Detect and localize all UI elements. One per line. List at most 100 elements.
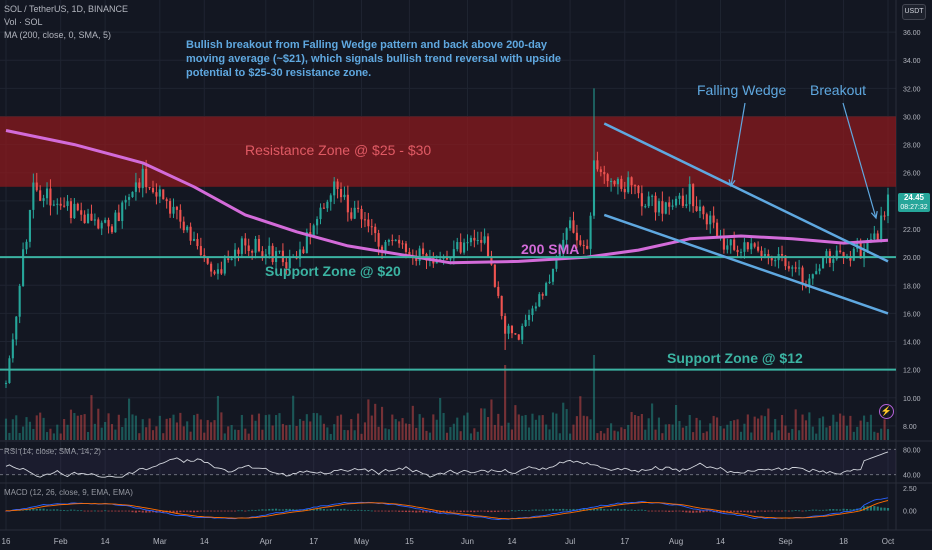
- candle: [883, 215, 886, 217]
- volume-bar: [493, 424, 496, 440]
- ma-legend[interactable]: MA (200, close, 0, SMA, 5): [4, 30, 112, 40]
- volume-bar: [233, 429, 237, 440]
- volume-bar: [651, 403, 654, 440]
- candle: [319, 207, 322, 220]
- candle: [818, 268, 821, 272]
- macd-histogram-bar: [418, 510, 421, 513]
- macd-histogram-bar: [524, 510, 527, 511]
- macd-histogram-bar: [592, 509, 596, 511]
- volume-bar: [418, 414, 421, 440]
- macd-histogram-bar: [138, 510, 141, 512]
- volume-bar: [295, 425, 298, 440]
- macd-histogram-bar: [692, 510, 695, 513]
- macd-histogram-bar: [664, 510, 667, 512]
- volume-bar: [746, 414, 749, 440]
- candle: [688, 184, 691, 205]
- macd-histogram-bar: [671, 510, 674, 512]
- x-tick-label: 14: [200, 537, 209, 546]
- macd-histogram-bar: [114, 510, 117, 512]
- macd-histogram-bar: [852, 509, 855, 511]
- macd-histogram-bar: [555, 509, 558, 511]
- candle: [52, 204, 55, 206]
- volume-bar: [449, 427, 452, 440]
- volume-bar: [8, 432, 11, 440]
- volume-bar: [422, 417, 425, 440]
- volume-bar: [733, 420, 736, 440]
- y-tick-label: 30.00: [903, 114, 921, 121]
- candle: [760, 250, 763, 256]
- candle: [534, 306, 537, 309]
- currency-button[interactable]: USDT: [902, 4, 926, 20]
- x-tick-label: 18: [839, 537, 848, 546]
- macd-histogram-bar: [100, 510, 103, 512]
- volume-bar: [302, 420, 305, 440]
- candle: [114, 212, 117, 233]
- volume-bar: [56, 424, 59, 440]
- macd-histogram-bar: [493, 510, 496, 512]
- macd-histogram-bar: [729, 510, 732, 513]
- macd-histogram-bar: [770, 510, 773, 512]
- volume-bar: [275, 415, 278, 440]
- volume-bar: [562, 402, 565, 440]
- volume-bar: [647, 418, 650, 440]
- volume-bar: [312, 412, 315, 440]
- macd-histogram-bar: [647, 510, 650, 512]
- volume-bar: [100, 427, 103, 440]
- macd-histogram-bar: [551, 508, 555, 511]
- volume-bar: [189, 431, 192, 440]
- volume-bar: [114, 429, 117, 440]
- macd-histogram-bar: [811, 509, 814, 511]
- macd-histogram-bar: [110, 510, 114, 512]
- volume-bar: [569, 433, 572, 440]
- candle: [757, 246, 760, 251]
- macd-histogram-bar: [784, 510, 787, 512]
- volume-bar: [681, 427, 684, 440]
- volume-bar: [726, 424, 729, 440]
- macd-tick-label: 0.00: [903, 509, 917, 516]
- candle: [408, 251, 411, 256]
- volume-bar: [575, 416, 578, 440]
- candle: [825, 251, 828, 258]
- candle: [100, 222, 103, 229]
- volume-legend[interactable]: Vol · SOL: [4, 17, 43, 27]
- volume-bar: [138, 433, 141, 440]
- macd-histogram-bar: [486, 510, 490, 513]
- macd-histogram-bar: [80, 510, 83, 512]
- macd-histogram-bar: [151, 510, 155, 513]
- volume-bar: [4, 418, 8, 440]
- candle: [288, 256, 291, 269]
- macd-histogram-bar: [445, 510, 449, 513]
- macd-histogram-bar: [141, 510, 144, 513]
- volume-bar: [654, 429, 657, 440]
- volume-bar: [333, 424, 336, 440]
- candle: [346, 194, 349, 213]
- macd-histogram-bar: [59, 509, 62, 511]
- candle: [514, 333, 517, 335]
- candle: [852, 248, 855, 261]
- macd-histogram-bar: [90, 510, 93, 512]
- macd-histogram-bar: [483, 510, 486, 512]
- symbol-legend[interactable]: SOL / TetherUS, 1D, BINANCE: [4, 4, 129, 14]
- lightning-icon[interactable]: ⚡: [879, 404, 894, 419]
- candle: [360, 208, 363, 220]
- x-tick-label: Feb: [54, 537, 68, 546]
- rsi-legend[interactable]: RSI (14, close, SMA, 14, 2): [4, 447, 101, 456]
- candle: [155, 192, 158, 197]
- candle: [213, 271, 216, 274]
- candle: [661, 201, 664, 214]
- candle: [169, 201, 172, 214]
- macd-histogram-bar: [842, 508, 845, 511]
- candle: [175, 206, 178, 210]
- macd-histogram-bar: [285, 508, 288, 511]
- volume-bar: [357, 413, 360, 440]
- volume-bar: [476, 431, 479, 440]
- macd-histogram-bar: [357, 509, 360, 511]
- macd-histogram-bar: [657, 510, 661, 512]
- macd-legend[interactable]: MACD (12, 26, close, 9, EMA, EMA): [4, 488, 133, 497]
- volume-bar: [466, 412, 469, 440]
- candle: [592, 160, 596, 216]
- macd-histogram-bar: [69, 509, 73, 511]
- macd-histogram-bar: [579, 508, 582, 511]
